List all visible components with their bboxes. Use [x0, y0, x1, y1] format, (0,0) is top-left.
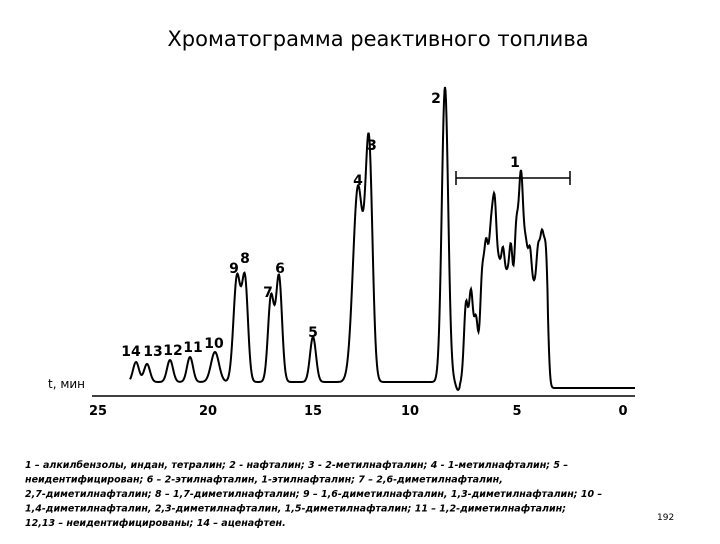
x-tick-label: 15 — [304, 404, 322, 419]
x-tick-label: 0 — [618, 404, 627, 419]
peak-label: 3 — [367, 138, 377, 154]
peak-label: 8 — [240, 251, 250, 267]
peak-label: 6 — [275, 261, 285, 277]
caption-line: 1 – алкилбензолы, индан, тетралин; 2 - н… — [25, 460, 568, 471]
x-tick-label: 10 — [401, 404, 419, 419]
x-tick-label: 5 — [512, 404, 521, 419]
peak-label: 1 — [510, 155, 520, 171]
peak-label: 10 — [204, 336, 224, 352]
caption-line: 2,7-диметилнафталин; 8 – 1,7-диметилнафт… — [25, 489, 602, 500]
axis-label: t, мин — [48, 377, 85, 391]
page-number: 192 — [657, 513, 674, 523]
peak-label: 5 — [308, 325, 318, 341]
caption-line: 1,4-диметилнафталин, 2,3-диметилнафталин… — [25, 504, 566, 515]
peak-label: 4 — [353, 173, 363, 189]
peak-label: 13 — [143, 344, 162, 360]
peak-label: 14 — [121, 344, 141, 360]
peak-label: 11 — [183, 340, 202, 356]
caption-line: неидентифицирован; 6 – 2-этилнафталин, 1… — [25, 475, 503, 486]
peak-label: 12 — [163, 343, 182, 359]
chromatogram-trace — [129, 86, 635, 392]
x-tick-label: 25 — [89, 404, 107, 419]
peak-label: 2 — [431, 91, 441, 107]
x-tick-label: 20 — [199, 404, 217, 419]
peak-label: 9 — [229, 261, 239, 277]
peak-label: 7 — [263, 285, 273, 301]
title: Хроматограмма реактивного топлива — [167, 27, 588, 51]
caption-line: 12,13 – неидентифицированы; 14 – аценафт… — [25, 518, 286, 529]
bracket — [455, 171, 571, 185]
